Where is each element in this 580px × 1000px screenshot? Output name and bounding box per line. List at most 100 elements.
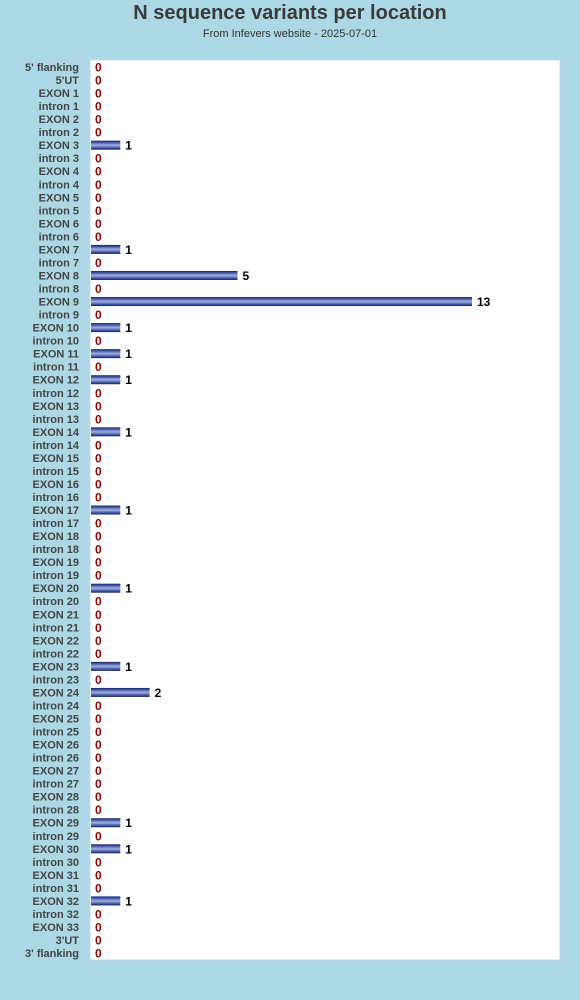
category-label: EXON 19 xyxy=(33,557,79,569)
category-label: intron 21 xyxy=(33,622,79,634)
bar xyxy=(91,818,121,828)
data-label: 0 xyxy=(95,947,102,961)
data-label: 0 xyxy=(95,360,102,374)
data-label: 0 xyxy=(95,87,102,101)
category-label: intron 14 xyxy=(33,440,80,452)
data-label: 2 xyxy=(155,686,162,700)
data-label: 1 xyxy=(125,243,132,257)
data-label: 0 xyxy=(95,673,102,687)
category-label: intron 31 xyxy=(33,883,79,895)
data-label: 0 xyxy=(95,777,102,791)
category-label: 5' flanking xyxy=(25,62,79,74)
category-label: intron 9 xyxy=(39,310,79,322)
category-label: EXON 10 xyxy=(33,323,79,335)
data-label: 0 xyxy=(95,178,102,192)
category-label: intron 2 xyxy=(39,127,79,139)
data-label: 1 xyxy=(125,894,132,908)
category-label: EXON 18 xyxy=(33,531,79,543)
category-label: intron 13 xyxy=(33,414,79,426)
category-label: intron 28 xyxy=(33,805,79,817)
category-label: intron 11 xyxy=(33,362,79,374)
data-label: 1 xyxy=(125,842,132,856)
data-label: 0 xyxy=(95,699,102,713)
category-label: intron 29 xyxy=(33,831,79,843)
data-label: 0 xyxy=(95,517,102,531)
category-label: EXON 15 xyxy=(33,453,79,465)
bar xyxy=(91,505,121,515)
data-label: 0 xyxy=(95,386,102,400)
data-label: 0 xyxy=(95,451,102,465)
data-label: 0 xyxy=(95,204,102,218)
bar xyxy=(91,375,121,385)
category-label: intron 18 xyxy=(33,544,79,556)
category-label: intron 8 xyxy=(39,284,79,296)
category-label: EXON 14 xyxy=(33,427,80,439)
data-label: 1 xyxy=(125,373,132,387)
data-label: 0 xyxy=(95,477,102,491)
category-label: EXON 3 xyxy=(39,140,79,152)
category-label: EXON 1 xyxy=(39,88,79,100)
data-label: 0 xyxy=(95,608,102,622)
data-label: 0 xyxy=(95,282,102,296)
category-label: 5'UT xyxy=(56,75,80,87)
category-label: 3' flanking xyxy=(25,948,79,960)
data-label: 1 xyxy=(125,660,132,674)
data-label: 0 xyxy=(95,595,102,609)
category-label: intron 5 xyxy=(39,205,79,217)
data-label: 0 xyxy=(95,399,102,413)
category-label: intron 3 xyxy=(39,153,79,165)
data-label: 0 xyxy=(95,855,102,869)
bar xyxy=(91,349,121,359)
data-label: 0 xyxy=(95,920,102,934)
data-label: 0 xyxy=(95,490,102,504)
category-label: intron 15 xyxy=(33,466,79,478)
category-label: EXON 26 xyxy=(33,740,79,752)
data-label: 1 xyxy=(125,347,132,361)
data-label: 0 xyxy=(95,334,102,348)
bar xyxy=(91,661,121,671)
data-label: 0 xyxy=(95,634,102,648)
bar xyxy=(91,583,121,593)
category-label: intron 30 xyxy=(33,857,79,869)
data-label: 0 xyxy=(95,803,102,817)
data-label: 1 xyxy=(125,582,132,596)
data-label: 0 xyxy=(95,738,102,752)
data-label: 0 xyxy=(95,647,102,661)
data-label: 0 xyxy=(95,751,102,765)
category-label: intron 32 xyxy=(33,909,79,921)
category-label: EXON 11 xyxy=(33,349,79,361)
data-label: 0 xyxy=(95,74,102,88)
category-label: EXON 7 xyxy=(39,244,79,256)
category-label: EXON 6 xyxy=(39,218,79,230)
data-label: 0 xyxy=(95,881,102,895)
data-label: 0 xyxy=(95,61,102,75)
data-label: 0 xyxy=(95,191,102,205)
category-label: EXON 24 xyxy=(33,687,80,699)
data-label: 0 xyxy=(95,725,102,739)
category-label: EXON 30 xyxy=(33,844,79,856)
plot-area xyxy=(89,59,561,961)
category-label: 3'UT xyxy=(56,935,80,947)
data-label: 1 xyxy=(125,816,132,830)
data-label: 0 xyxy=(95,868,102,882)
data-label: 0 xyxy=(95,464,102,478)
data-label: 0 xyxy=(95,438,102,452)
category-label: intron 22 xyxy=(33,648,79,660)
category-label: EXON 33 xyxy=(33,922,79,934)
bars-group xyxy=(91,140,472,906)
category-label: intron 19 xyxy=(33,570,79,582)
category-label: intron 25 xyxy=(33,727,79,739)
category-label: intron 17 xyxy=(33,518,79,530)
data-label: 0 xyxy=(95,543,102,557)
category-label: EXON 32 xyxy=(33,896,79,908)
data-label: 13 xyxy=(477,295,491,309)
bar xyxy=(91,844,121,854)
data-label: 0 xyxy=(95,907,102,921)
chart-subtitle: From Infevers website - 2025-07-01 xyxy=(202,28,378,40)
category-label: intron 20 xyxy=(33,596,79,608)
bar xyxy=(91,687,150,697)
bar xyxy=(91,140,121,150)
category-label: intron 10 xyxy=(33,336,79,348)
data-label: 0 xyxy=(95,569,102,583)
